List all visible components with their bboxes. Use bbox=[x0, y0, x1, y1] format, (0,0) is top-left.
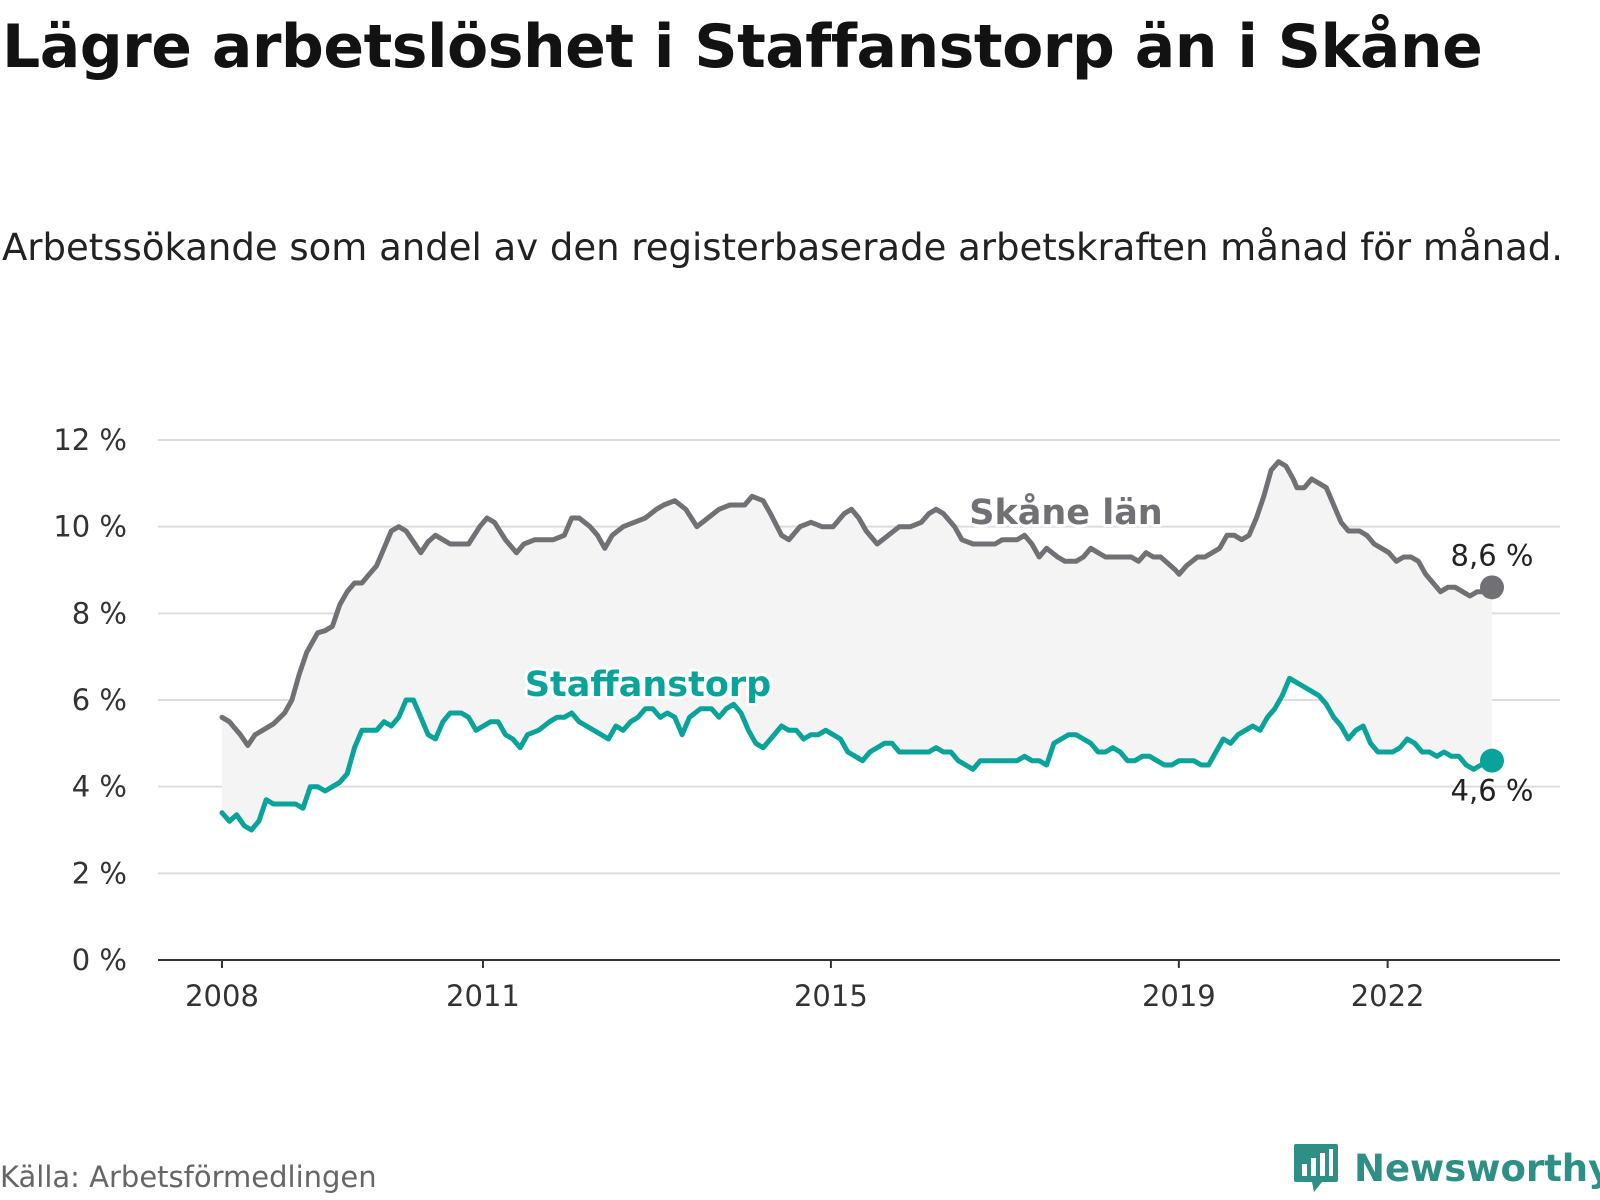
y-tick-label: 4 % bbox=[72, 770, 127, 804]
y-tick-label: 8 % bbox=[72, 596, 127, 630]
skane-end-label: 8,6 % bbox=[1451, 538, 1534, 572]
band-area bbox=[222, 461, 1492, 830]
y-tick-label: 6 % bbox=[72, 683, 127, 717]
x-tick-label: 2022 bbox=[1351, 979, 1425, 1013]
difference-band bbox=[222, 461, 1492, 830]
x-tick-label: 2008 bbox=[185, 979, 259, 1013]
line-chart: 0 % 2 % 4 % 6 % 8 % 10 % 12 % 2008 2011 2015 2019 2… bbox=[53, 423, 1560, 1013]
brand-name: Newsworthy bbox=[1354, 1146, 1600, 1190]
skane-line bbox=[219, 459, 1495, 748]
x-tick-label: 2019 bbox=[1142, 979, 1216, 1013]
y-tick-label: 0 % bbox=[72, 943, 127, 977]
y-tick-label: 12 % bbox=[53, 423, 127, 457]
series-labels: 8,6 % 4,6 % Skåne län Staffanstorp bbox=[522, 489, 1534, 808]
y-tick-label: 2 % bbox=[72, 856, 127, 890]
skane-end-dot bbox=[1480, 575, 1504, 600]
x-tick-label: 2011 bbox=[446, 979, 520, 1013]
axes: 0 % 2 % 4 % 6 % 8 % 10 % 12 % 2008 2011 2015 2019 2… bbox=[53, 423, 1560, 1013]
staffanstorp-series-label: Staffanstorp bbox=[525, 665, 771, 705]
chart-subtitle: Arbetssökande som andel av den registerb… bbox=[2, 226, 1563, 269]
newsworthy-logo-icon bbox=[1294, 1144, 1338, 1192]
x-tick-label: 2015 bbox=[794, 979, 868, 1013]
staffanstorp-line bbox=[219, 675, 1495, 833]
series-lines bbox=[219, 459, 1504, 833]
source-note: Källa: Arbetsförmedlingen bbox=[0, 1160, 377, 1194]
newsworthy-logo[interactable]: Newsworthy bbox=[1292, 1140, 1600, 1196]
staffanstorp-end-label: 4,6 % bbox=[1451, 774, 1534, 808]
y-tick-label: 10 % bbox=[53, 510, 127, 544]
skane-series-label: Skåne län bbox=[969, 492, 1162, 533]
staffanstorp-end-dot bbox=[1480, 748, 1504, 773]
chart-title: Lägre arbetslöshet i Staffanstorp än i S… bbox=[2, 12, 1483, 82]
